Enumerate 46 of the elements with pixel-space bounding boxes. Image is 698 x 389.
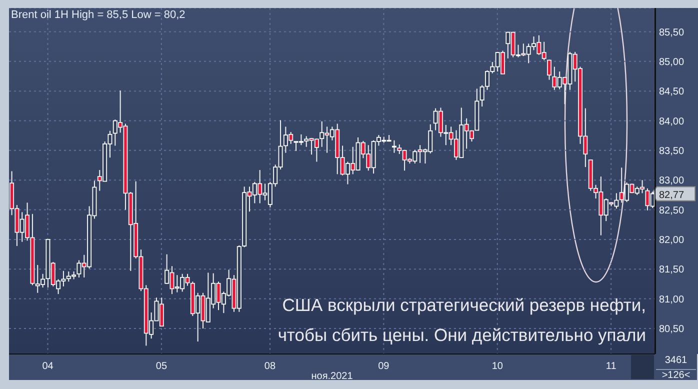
x-tick-label: 10	[492, 361, 504, 372]
x-tick-label: 09	[378, 361, 390, 372]
candlestick	[159, 297, 164, 327]
candlestick	[552, 66, 557, 90]
candlestick	[619, 167, 624, 204]
y-tick-label: 80,50	[659, 324, 684, 336]
candlestick	[510, 31, 516, 58]
candlestick	[82, 254, 86, 278]
x-tick-label: 04	[42, 361, 54, 372]
y-tick-label: 84,00	[659, 116, 684, 128]
annotation: США вскрыли стратегический резерв нефти,	[282, 295, 646, 316]
candlestick	[562, 76, 567, 105]
y-tick-label: 84,50	[659, 86, 684, 98]
y-tick-label: 81,00	[659, 294, 684, 306]
candlestick	[640, 180, 645, 194]
text: >126<	[656, 369, 696, 381]
annotation: чтобы сбить цены. Они действительно упали	[278, 325, 646, 346]
x-tick-label: 11	[606, 361, 617, 372]
candlestick	[247, 186, 252, 212]
candlestick	[645, 188, 650, 211]
x-tick-label: 05	[156, 361, 168, 372]
y-tick-label: 83,00	[659, 176, 684, 187]
annotation: 82,77	[659, 190, 684, 201]
candlestick	[521, 43, 526, 57]
x-tick-label: 08	[264, 361, 276, 372]
candlestick	[392, 140, 396, 154]
text: 3461	[664, 355, 688, 366]
y-tick-label: 85,00	[659, 56, 684, 68]
candlestick	[216, 281, 221, 311]
candlestick	[547, 59, 552, 80]
candlestick	[500, 50, 505, 74]
candlestick	[324, 126, 330, 154]
y-tick-label: 82,50	[659, 205, 684, 216]
x-axis-title: ноя.2021	[311, 371, 354, 382]
candlestick	[50, 262, 56, 287]
chart-title: Brent oil 1H High = 85,5 Low = 80,2	[11, 9, 186, 21]
y-tick-label: 83,50	[659, 146, 684, 157]
candlestick	[97, 170, 102, 192]
candlestick	[258, 170, 262, 204]
y-tick-label: 85,50	[659, 27, 684, 38]
y-tick-label: 82,00	[659, 235, 684, 246]
y-tick-label: 81,50	[659, 264, 684, 276]
candlestick	[418, 144, 422, 164]
candlestick	[288, 132, 294, 144]
candlestick	[170, 266, 174, 295]
candlestick	[350, 146, 356, 175]
